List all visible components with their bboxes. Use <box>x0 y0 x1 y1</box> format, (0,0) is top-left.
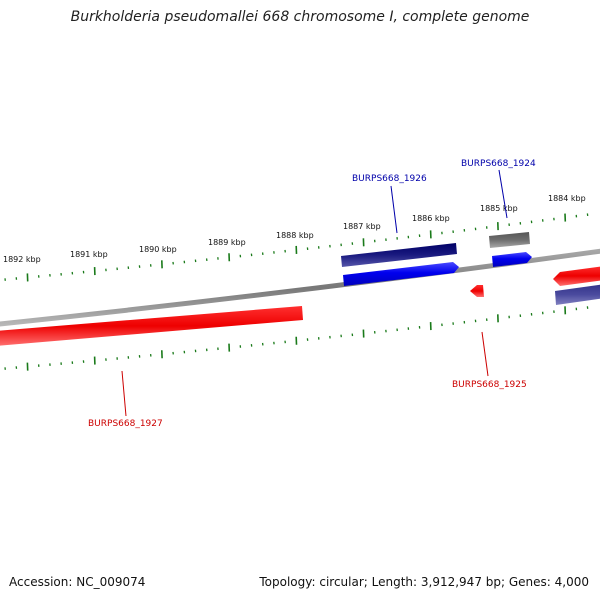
tick-label-1887: 1887 kbp <box>343 222 381 231</box>
topology-info: Topology: circular; Length: 3,912,947 bp… <box>259 575 589 589</box>
tick-label-1888: 1888 kbp <box>276 231 314 240</box>
tick-label-1884: 1884 kbp <box>548 194 586 203</box>
gene-label-1927[interactable]: BURPS668_1927 <box>88 419 163 429</box>
outer-tick-ring <box>4 213 589 282</box>
accession-info: Accession: NC_009074 <box>9 575 146 589</box>
gene-arrow-right-edge[interactable] <box>553 266 600 286</box>
backbone-ring <box>0 248 600 327</box>
leader-line-1924 <box>498 169 508 219</box>
tick-label-1886: 1886 kbp <box>412 214 450 223</box>
gene-arrow-1924[interactable] <box>492 252 532 267</box>
leader-line-1927 <box>121 370 127 417</box>
leader-line-1925 <box>481 331 489 377</box>
tick-label-1892: 1892 kbp <box>3 255 41 264</box>
cog-bar-1926[interactable] <box>341 243 457 267</box>
gene-arrow-1925[interactable] <box>470 285 484 297</box>
leader-line-1926 <box>390 185 398 234</box>
cog-bar-1924[interactable] <box>489 232 530 248</box>
gene-arrow-1927[interactable] <box>0 306 303 346</box>
tick-labels: 1892 kbp 1891 kbp 1890 kbp 1889 kbp 1888… <box>3 194 586 264</box>
gene-label-1925[interactable]: BURPS668_1925 <box>452 380 527 390</box>
tick-label-1889: 1889 kbp <box>208 238 246 247</box>
gene-label-1926[interactable]: BURPS668_1926 <box>352 174 427 184</box>
cog-bar-right-edge[interactable] <box>555 284 600 305</box>
tick-label-1885: 1885 kbp <box>480 204 518 213</box>
map-title: Burkholderia pseudomallei 668 chromosome… <box>70 9 530 25</box>
inner-tick-ring <box>4 306 589 371</box>
gene-arrow-1926[interactable] <box>343 262 459 286</box>
tick-label-1890: 1890 kbp <box>139 245 177 254</box>
tick-label-1891: 1891 kbp <box>70 250 108 259</box>
gene-label-1924[interactable]: BURPS668_1924 <box>461 159 536 169</box>
